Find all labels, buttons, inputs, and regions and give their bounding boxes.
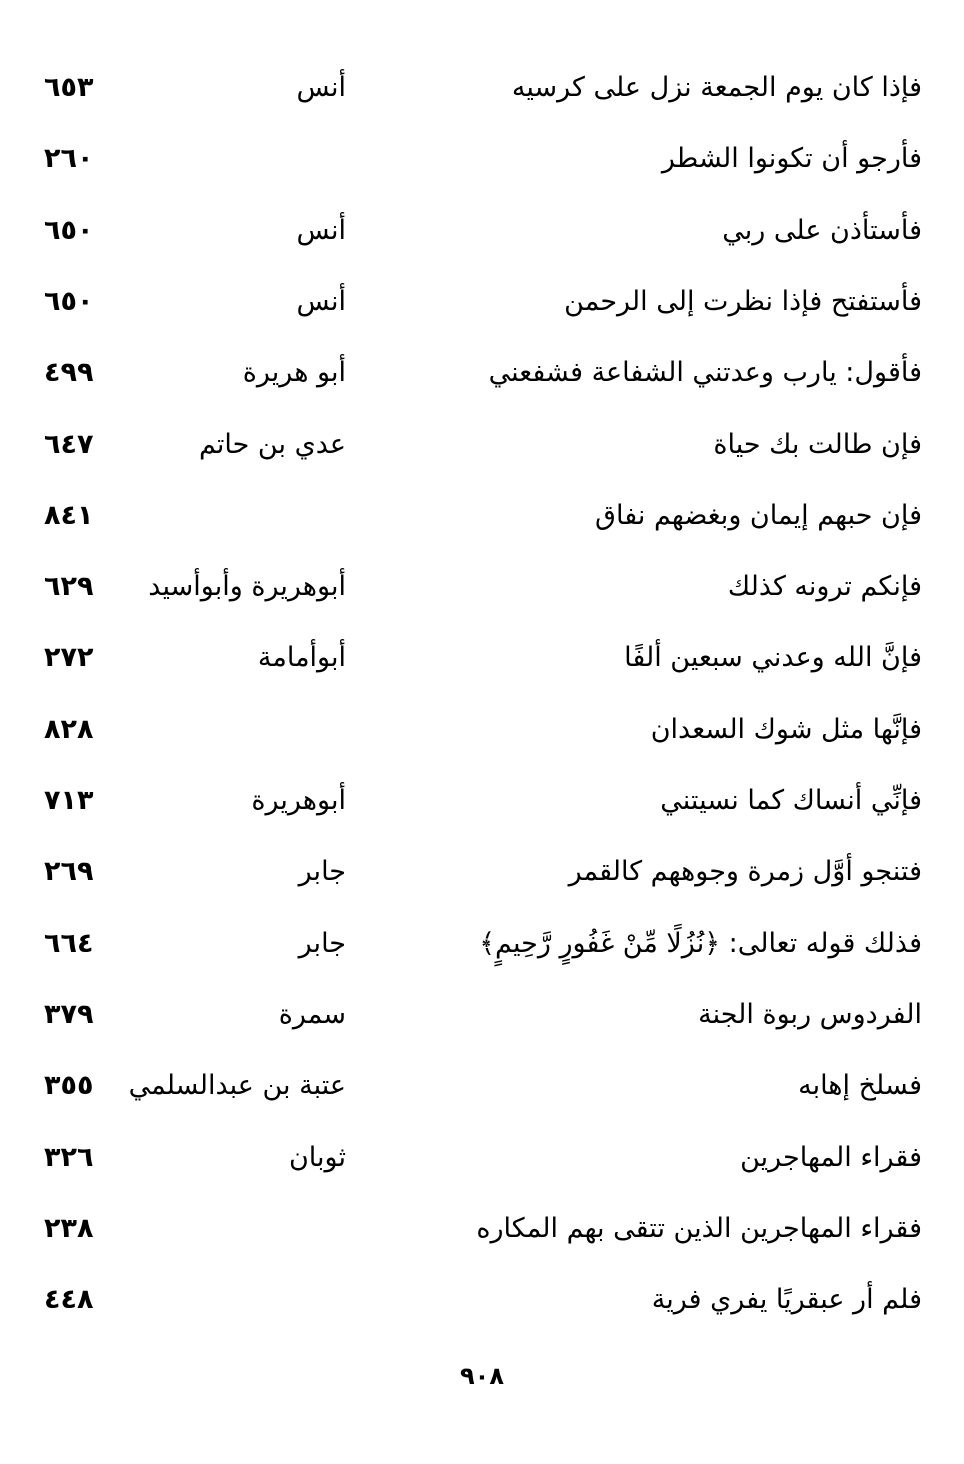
- hadith-text: فقراء المهاجرين الذين تتقى بهم المكاره: [476, 1212, 922, 1244]
- hadith-text: الفردوس ربوة الجنة: [698, 998, 922, 1030]
- hadith-text: فلم أر عبقريًا يفري فرية: [651, 1284, 922, 1316]
- page-reference: ٢٦٩: [44, 856, 94, 888]
- narrator: سمرة: [278, 998, 346, 1030]
- page-reference: ٤٩٩: [44, 357, 94, 389]
- hadith-text: فإن طالت بك حياة: [713, 428, 922, 460]
- hadith-text: فسلخ إهابه: [798, 1070, 922, 1102]
- hadith-text: فإنَّها مثل شوك السعدان: [650, 713, 922, 745]
- narrator: عدي بن حاتم: [198, 428, 346, 460]
- page-reference: ٧١٣: [44, 785, 94, 816]
- hadith-text: فإن حبهم إيمان وبغضهم نفاق: [595, 499, 922, 531]
- index-entry: فإنكم ترونه كذلك أبوهريرة وأبوأسيد ٦٢٩: [0, 557, 964, 617]
- hadith-text: فإنِّي أنساك كما نسيتني: [660, 785, 922, 816]
- hadith-text: فأقول: يارب وعدتني الشفاعة فشفعني: [488, 357, 922, 389]
- narrator: أبوهريرة: [251, 785, 346, 816]
- narrator: أبوأمامة: [257, 642, 346, 674]
- hadith-text: فإنَّ الله وعدني سبعين ألفًا: [624, 642, 922, 674]
- index-entry: فقراء المهاجرين ثوبان ٣٢٦: [0, 1128, 964, 1188]
- index-entry: فإذا كان يوم الجمعة نزل على كرسيه أنس ٦٥٣: [0, 58, 964, 118]
- index-entry: فأستفتح فإذا نظرت إلى الرحمن أنس ٦٥٠: [0, 272, 964, 332]
- narrator: أنس: [296, 285, 346, 317]
- page-reference: ٣٥٥: [44, 1070, 94, 1102]
- page-reference: ٣٢٦: [44, 1141, 94, 1173]
- index-entry: الفردوس ربوة الجنة سمرة ٣٧٩: [0, 985, 964, 1045]
- narrator: أبو هريرة: [242, 357, 346, 389]
- hadith-text: فذلك قوله تعالى: ﴿نُزُلًا مِّنْ غَفُورٍ …: [479, 927, 922, 959]
- hadith-text: فتنجو أوَّل زمرة وجوههم كالقمر: [568, 856, 922, 888]
- hadith-text: فأرجو أن تكونوا الشطر: [661, 143, 922, 175]
- index-entry: فأرجو أن تكونوا الشطر ٢٦٠: [0, 129, 964, 189]
- index-entry: فذلك قوله تعالى: ﴿نُزُلًا مِّنْ غَفُورٍ …: [0, 914, 964, 974]
- narrator: عتبة بن عبدالسلمي: [128, 1070, 346, 1102]
- index-entry: فسلخ إهابه عتبة بن عبدالسلمي ٣٥٥: [0, 1056, 964, 1116]
- narrator: جابر: [298, 856, 346, 888]
- hadith-text: فقراء المهاجرين: [740, 1141, 922, 1173]
- index-entry: فلم أر عبقريًا يفري فرية ٤٤٨: [0, 1270, 964, 1330]
- page-reference: ٦٥٠: [44, 285, 94, 317]
- narrator: أنس: [296, 214, 346, 246]
- narrator: ثوبان: [288, 1141, 346, 1173]
- page-reference: ٤٤٨: [44, 1284, 94, 1316]
- index-entry: فتنجو أوَّل زمرة وجوههم كالقمر جابر ٢٦٩: [0, 842, 964, 902]
- hadith-text: فأستأذن على ربي: [722, 214, 922, 246]
- page-reference: ٨٢٨: [44, 713, 94, 745]
- index-entry: فإن طالت بك حياة عدي بن حاتم ٦٤٧: [0, 415, 964, 475]
- page-reference: ٦٥٠: [44, 214, 94, 246]
- page-reference: ٦٢٩: [44, 571, 94, 603]
- page-reference: ٢٧٢: [44, 642, 94, 674]
- index-entry: فإن حبهم إيمان وبغضهم نفاق ٨٤١: [0, 486, 964, 546]
- index-entry: فقراء المهاجرين الذين تتقى بهم المكاره ٢٣…: [0, 1199, 964, 1259]
- index-entry: فإنِّي أنساك كما نسيتني أبوهريرة ٧١٣: [0, 771, 964, 831]
- page-reference: ٣٧٩: [44, 998, 94, 1030]
- narrator: أنس: [296, 72, 346, 103]
- page-reference: ٦٥٣: [44, 72, 94, 103]
- page-reference: ٢٣٨: [44, 1212, 94, 1244]
- page-reference: ٦٦٤: [44, 927, 94, 959]
- hadith-text: فإذا كان يوم الجمعة نزل على كرسيه: [511, 72, 922, 103]
- page-reference: ٨٤١: [44, 499, 94, 531]
- index-entry: فإنَّ الله وعدني سبعين ألفًا أبوأمامة ٢٧٢: [0, 628, 964, 688]
- index-entry: فإنَّها مثل شوك السعدان ٨٢٨: [0, 700, 964, 760]
- page-number: ٩٠٨: [460, 1362, 504, 1390]
- page-reference: ٦٤٧: [44, 428, 94, 460]
- page-reference: ٢٦٠: [44, 143, 94, 175]
- index-entry: فأقول: يارب وعدتني الشفاعة فشفعني أبو هري…: [0, 343, 964, 403]
- narrator: جابر: [298, 927, 346, 959]
- index-entry: فأستأذن على ربي أنس ٦٥٠: [0, 201, 964, 261]
- hadith-text: فإنكم ترونه كذلك: [727, 571, 922, 603]
- hadith-text: فأستفتح فإذا نظرت إلى الرحمن: [564, 285, 922, 317]
- narrator: أبوهريرة وأبوأسيد: [148, 571, 346, 603]
